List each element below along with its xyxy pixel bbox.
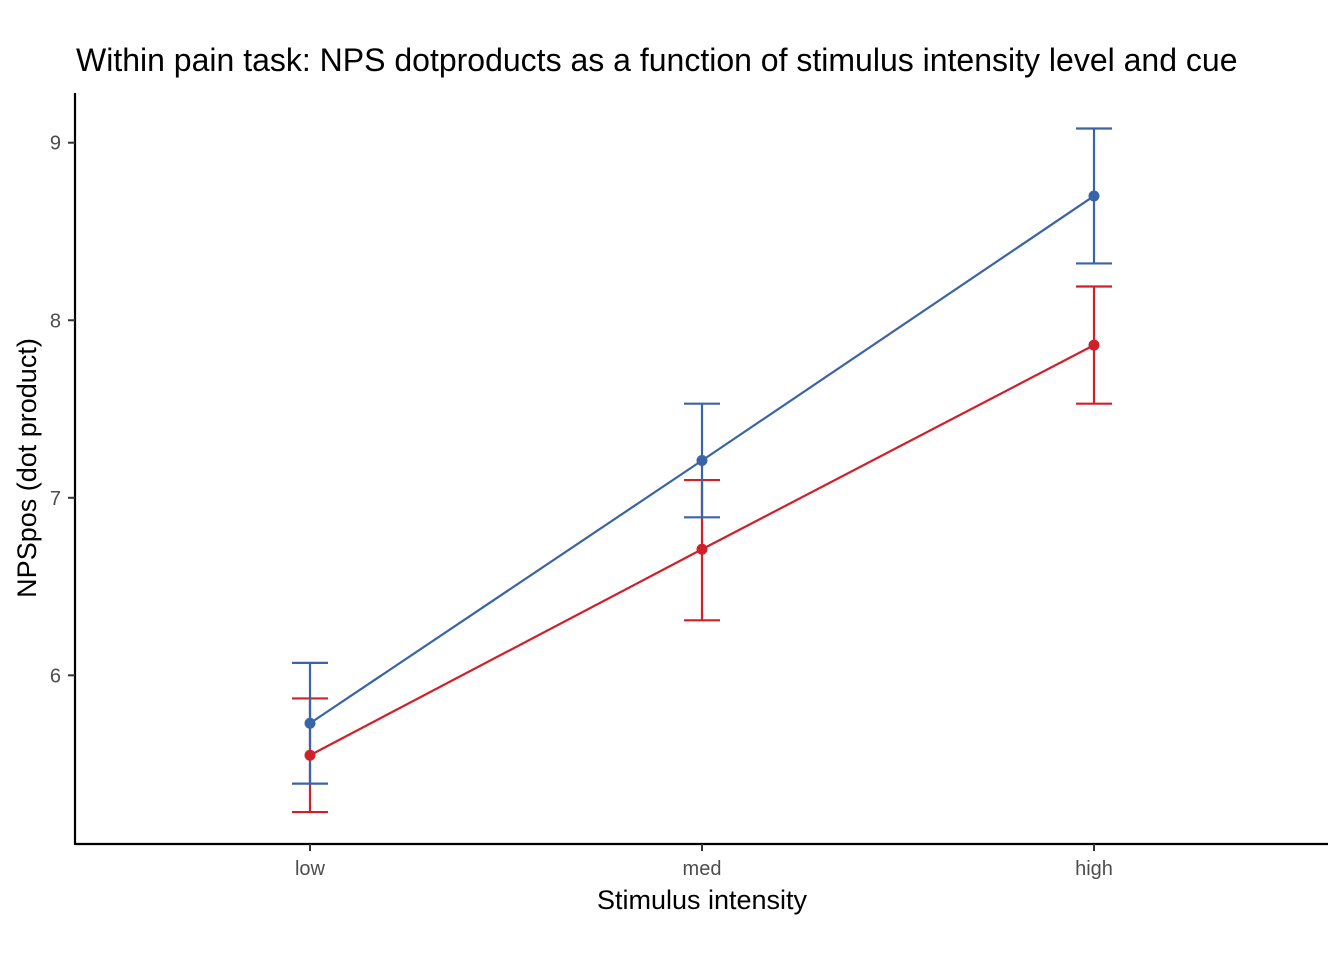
- plot-area: [292, 127, 1112, 814]
- data-point: [1088, 190, 1100, 202]
- y-axis-ticks: 6 7 8 9: [50, 133, 75, 687]
- data-point: [1088, 339, 1100, 351]
- y-tick-label: 7: [50, 488, 61, 510]
- x-axis-ticks: low med high: [295, 844, 1113, 880]
- x-tick-label: high: [1075, 858, 1113, 880]
- chart-title: Within pain task: NPS dotproducts as a f…: [76, 42, 1237, 78]
- y-tick-label: 6: [50, 665, 61, 687]
- x-axis-label: Stimulus intensity: [597, 885, 808, 915]
- x-tick-label: low: [295, 858, 326, 880]
- data-point: [304, 749, 316, 761]
- data-point: [696, 543, 708, 555]
- y-tick-label: 8: [50, 310, 61, 332]
- data-point: [696, 455, 708, 467]
- y-tick-label: 9: [50, 133, 61, 155]
- data-point: [304, 717, 316, 729]
- x-tick-label: med: [683, 858, 722, 880]
- y-axis-label: NPSpos (dot product): [12, 338, 42, 598]
